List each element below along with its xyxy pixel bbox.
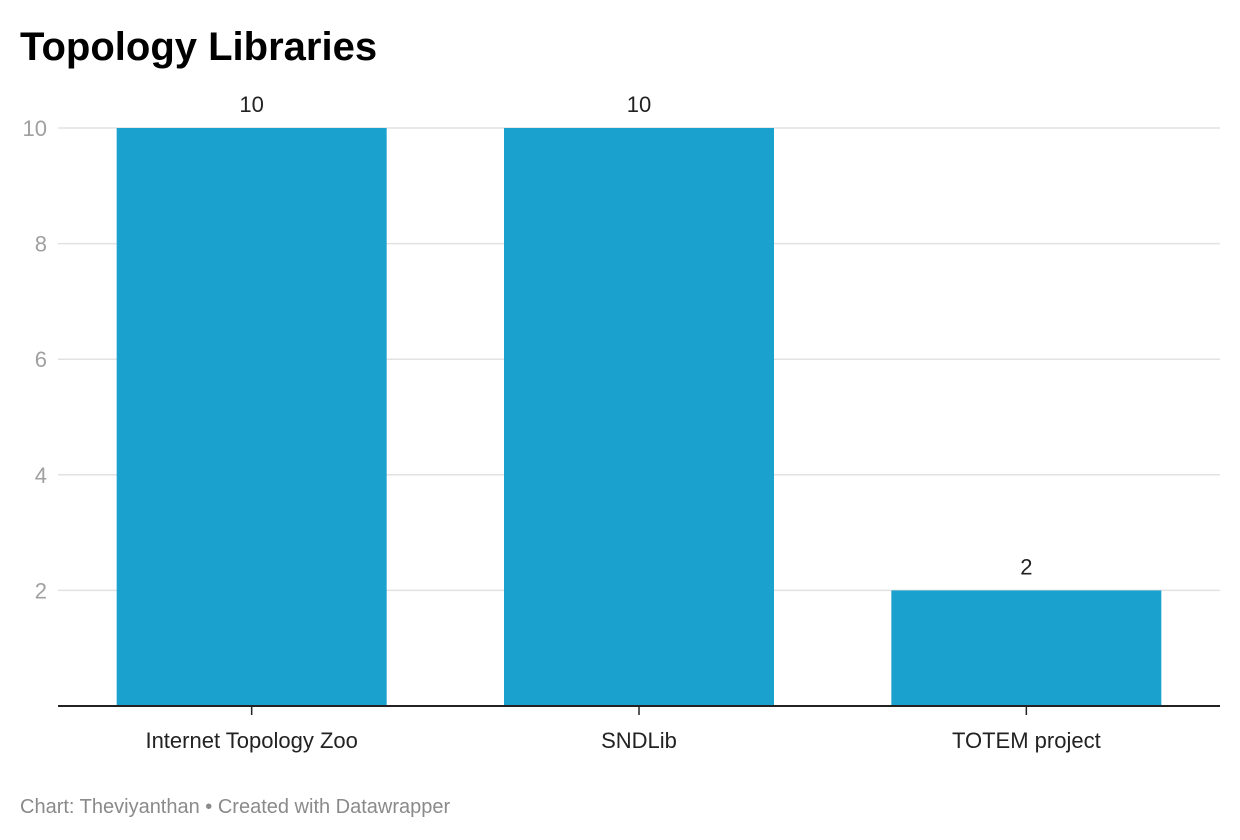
y-tick-label: 8 bbox=[35, 232, 47, 257]
chart-title: Topology Libraries bbox=[20, 25, 377, 69]
x-axis-labels: Internet Topology Zoo SNDLib TOTEM project bbox=[145, 728, 1100, 753]
bars bbox=[116, 128, 1162, 706]
x-category-label: TOTEM project bbox=[952, 728, 1101, 753]
y-tick-label: 4 bbox=[35, 463, 47, 488]
y-tick-label: 10 bbox=[23, 116, 47, 141]
bar-value-label: 10 bbox=[239, 92, 263, 117]
bar bbox=[504, 128, 774, 706]
chart-footer: Chart: Theviyanthan • Created with Dataw… bbox=[20, 796, 451, 818]
value-labels: 10 10 2 bbox=[239, 92, 1032, 579]
bar bbox=[116, 128, 387, 706]
y-axis-ticks: 2 4 6 8 10 bbox=[23, 116, 47, 603]
x-category-label: SNDLib bbox=[601, 728, 677, 753]
bar-value-label: 10 bbox=[627, 92, 651, 117]
y-tick-label: 2 bbox=[35, 578, 47, 603]
bar-value-label: 2 bbox=[1020, 554, 1032, 579]
y-tick-label: 6 bbox=[35, 347, 47, 372]
bar bbox=[891, 590, 1162, 706]
x-axis-ticks bbox=[250, 706, 1028, 715]
x-category-label: Internet Topology Zoo bbox=[145, 728, 357, 753]
